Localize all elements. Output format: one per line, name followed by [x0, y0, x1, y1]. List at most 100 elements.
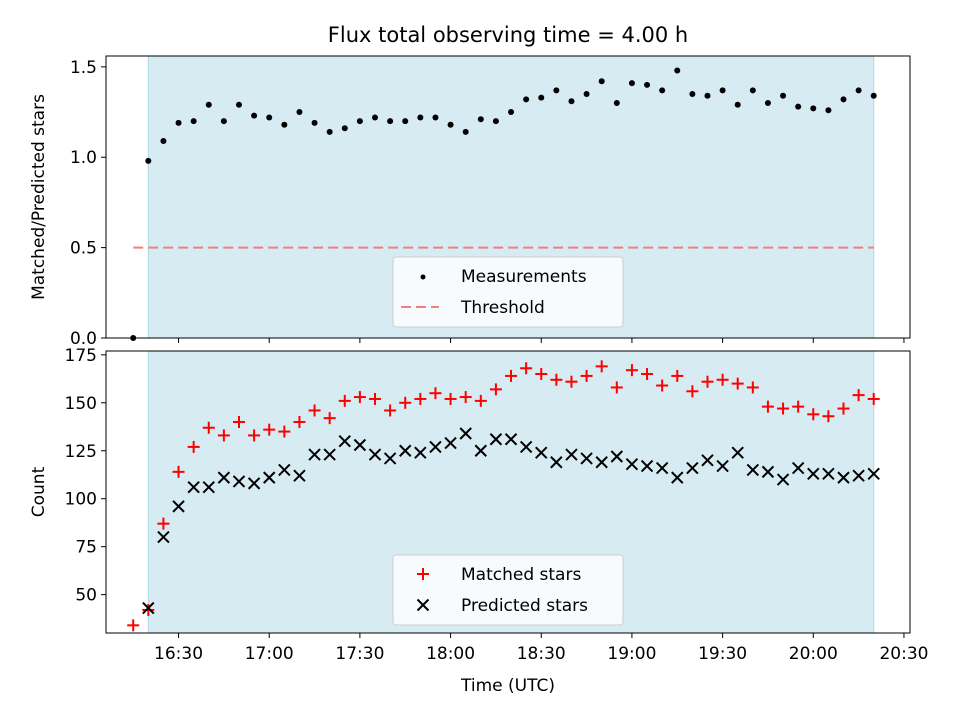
- measurement-point: [538, 94, 545, 101]
- predicted-stars-point: [353, 438, 367, 452]
- x-b: [399, 444, 412, 457]
- matched-stars-point: [338, 394, 351, 407]
- legend-box: [392, 256, 624, 328]
- matched-stars-point: [308, 404, 321, 417]
- predicted-stars-point: [247, 477, 261, 490]
- measurement-point: [659, 87, 666, 94]
- matched-stars-point: [746, 381, 759, 394]
- measurement-point: [160, 137, 167, 144]
- predicted-stars-point: [610, 450, 624, 463]
- matched-stars-point: [353, 391, 366, 404]
- measurement-point: [644, 81, 651, 88]
- predicted-stars-point: [217, 471, 231, 484]
- predicted-stars-point: [837, 471, 850, 484]
- predicted-stars-point: [807, 467, 820, 480]
- matched-stars-point: [187, 440, 200, 453]
- measurement-point: [870, 92, 877, 99]
- predicted-stars-point: [157, 530, 170, 544]
- measurement-point: [235, 101, 242, 108]
- x-b: [625, 457, 639, 471]
- predicted-stars-point: [731, 446, 744, 459]
- axes-frame: [105, 55, 911, 339]
- y-tick-label: 125: [65, 442, 97, 462]
- x-b: [414, 446, 427, 459]
- matched-stars-point: [399, 396, 412, 409]
- x-tick-label: 18:30: [517, 644, 566, 664]
- matched-stars-point: [595, 360, 608, 373]
- x-b: [444, 436, 457, 450]
- x-b: [776, 473, 790, 486]
- predicted-stars-point: [142, 601, 155, 615]
- measurement-point: [372, 114, 379, 121]
- x-axis-label: Time (UTC): [460, 676, 555, 696]
- predicted-stars-point: [761, 465, 775, 479]
- legend-dot-icon: [420, 274, 426, 280]
- legend: Measurements Threshold: [392, 256, 624, 328]
- matched-stars-point: [610, 381, 623, 394]
- y-tick-label: 0.0: [70, 329, 97, 349]
- legend-x-icon: [416, 598, 430, 612]
- y-axis-label: Count: [29, 466, 49, 517]
- matched-stars-point: [278, 425, 291, 438]
- measurement-point: [205, 101, 212, 108]
- predicted-stars-point: [414, 446, 427, 459]
- matched-stars-point: [792, 400, 805, 413]
- predicted-stars-point: [746, 463, 760, 477]
- y-tick-label: 1.0: [70, 148, 97, 168]
- y-tick-label: 175: [65, 346, 97, 366]
- measurement-point: [523, 96, 530, 103]
- matched-stars-point: [384, 404, 397, 417]
- matched-stars-point: [671, 369, 684, 382]
- x-b: [202, 480, 215, 494]
- y-tick-label: 75: [75, 538, 97, 558]
- y-axis-label: Matched/Predicted stars: [29, 94, 49, 300]
- x-b: [353, 438, 367, 452]
- matched-stars-point: [489, 383, 502, 396]
- measurement-point: [749, 87, 756, 94]
- matched-stars-point: [444, 392, 457, 405]
- measurement-point: [795, 103, 802, 110]
- measurement-point: [508, 109, 515, 116]
- matched-stars-point: [157, 517, 170, 530]
- x-b: [323, 448, 336, 461]
- matched-stars-point: [248, 429, 261, 442]
- measurement-point: [492, 118, 499, 125]
- predicted-stars-point: [459, 427, 472, 440]
- measurement-point: [447, 121, 454, 128]
- matched-stars-point: [565, 375, 578, 388]
- predicted-stars-point: [172, 500, 185, 513]
- x-tick-label: 17:30: [335, 644, 384, 664]
- predicted-stars-point: [263, 471, 276, 484]
- x-b: [671, 471, 684, 484]
- predicted-stars-point: [867, 467, 880, 480]
- measurement-point: [583, 90, 590, 97]
- y-ticks: 50 75 100 125 150 175: [65, 346, 106, 606]
- legend: Matched stars Predicted stars: [392, 554, 624, 626]
- x-b: [172, 500, 185, 513]
- y-tick-label: 0.5: [70, 239, 97, 259]
- legend-box: [392, 554, 624, 626]
- measurement-point: [780, 92, 787, 99]
- x-b: [308, 448, 321, 461]
- predicted-stars-point: [565, 448, 578, 461]
- axes-frame: [105, 350, 911, 634]
- measurement-point: [432, 114, 439, 121]
- predicted-stars-point: [791, 461, 805, 475]
- predicted-stars-point: [399, 444, 412, 457]
- predicted-stars-point: [323, 448, 336, 461]
- y-tick-label: 1.5: [70, 58, 97, 78]
- measurement-point: [175, 119, 182, 126]
- x-b: [610, 450, 624, 463]
- x-b: [686, 461, 699, 475]
- predicted-stars-point: [504, 433, 518, 446]
- x-b: [731, 446, 744, 459]
- measurement-point: [598, 78, 605, 85]
- x-b: [504, 433, 518, 446]
- predicted-stars-point: [686, 461, 699, 475]
- x-tick-label: 17:00: [245, 644, 294, 664]
- x-ticks: [178, 338, 905, 343]
- measurement-point: [628, 80, 635, 87]
- predicted-stars-point: [338, 434, 351, 448]
- x-b: [595, 456, 608, 469]
- matched-stars-point: [127, 619, 140, 632]
